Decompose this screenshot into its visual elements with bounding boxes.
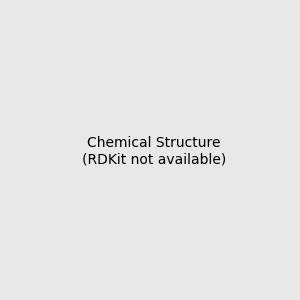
Text: Chemical Structure
(RDKit not available): Chemical Structure (RDKit not available): [82, 136, 226, 166]
